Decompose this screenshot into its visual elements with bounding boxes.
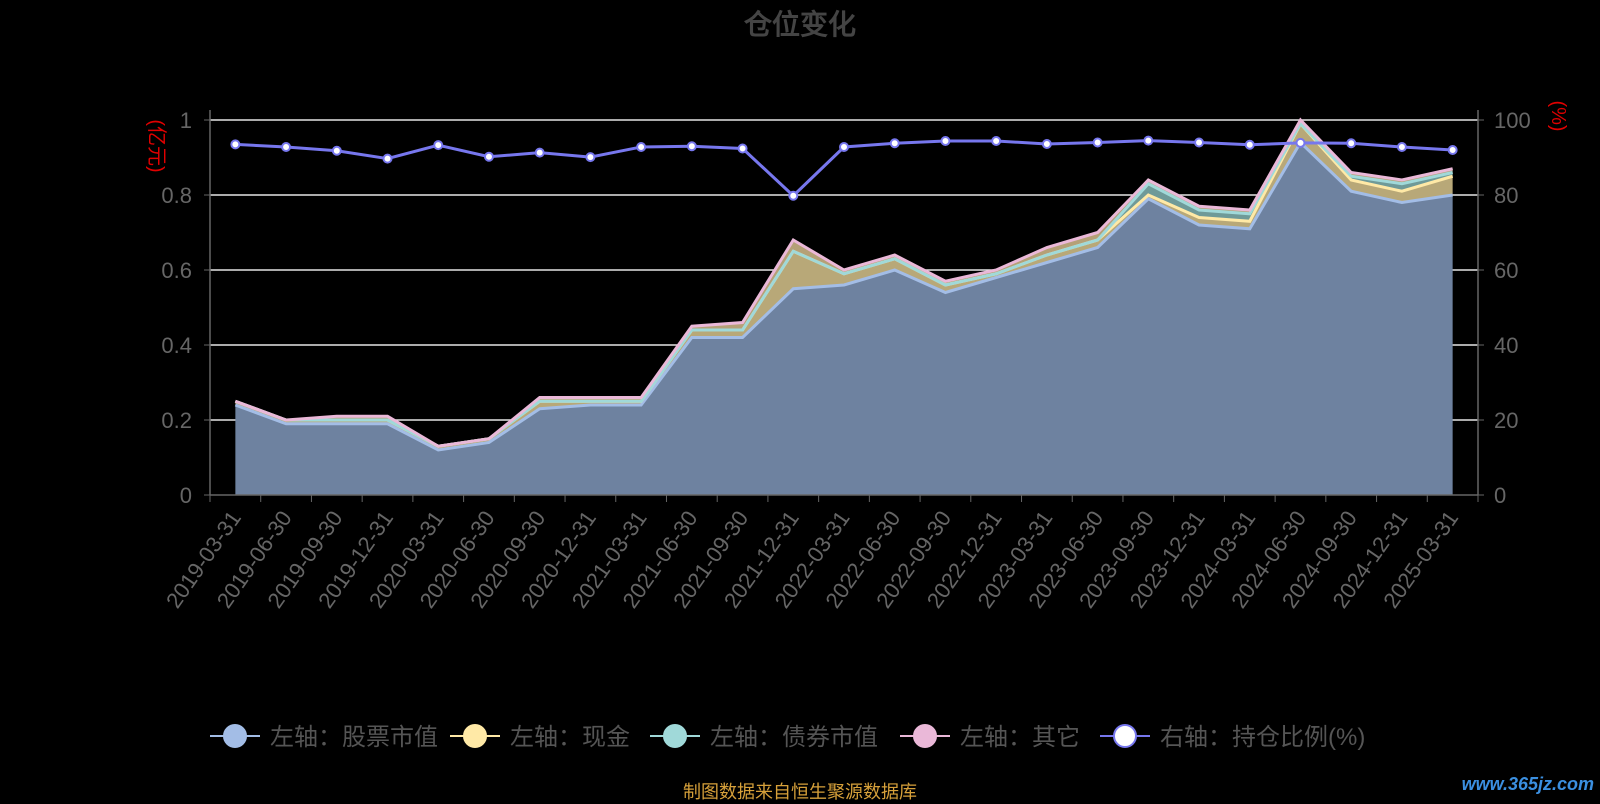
legend-item-3[interactable]: 左轴：债券市值 bbox=[650, 724, 878, 751]
area-1 bbox=[235, 142, 1453, 495]
ratio-point bbox=[281, 142, 292, 152]
right-y-tick-label: 40 bbox=[1494, 333, 1518, 358]
left-y-tick-label: 1 bbox=[180, 108, 192, 133]
axes bbox=[209, 110, 1479, 502]
legend-marker bbox=[663, 724, 687, 748]
legend-label: 左轴：债券市值 bbox=[710, 724, 878, 751]
right-y-tick-label: 0 bbox=[1494, 483, 1506, 508]
series-line-4 bbox=[234, 117, 1453, 448]
ratio-point bbox=[1194, 137, 1205, 148]
ratio-point bbox=[991, 136, 1002, 146]
right-y-tick-label: 60 bbox=[1494, 258, 1518, 283]
right-y-ticks: 0 20 40 60 80 100 bbox=[1478, 108, 1531, 508]
ratio-point bbox=[331, 145, 342, 156]
legend-label: 左轴：现金 bbox=[510, 724, 630, 751]
watermark: www.365jz.com bbox=[1461, 774, 1594, 794]
chart-title: 仓位变化 bbox=[744, 8, 856, 40]
ratio-line bbox=[230, 135, 1458, 201]
ratio-point bbox=[889, 138, 900, 149]
legend-label: 左轴：其它 bbox=[960, 724, 1080, 751]
ratio-point bbox=[1346, 138, 1357, 149]
series-lines bbox=[234, 117, 1454, 452]
ratio-point bbox=[483, 151, 494, 162]
ratio-point bbox=[1295, 137, 1306, 148]
legend-label: 右轴：持仓比例(%) bbox=[1160, 724, 1365, 751]
ratio-point bbox=[636, 142, 647, 152]
legend-item-1[interactable]: 左轴：股票市值 bbox=[210, 724, 438, 751]
legend-item-5[interactable]: 右轴：持仓比例(%) bbox=[1100, 724, 1365, 751]
ratio-point bbox=[940, 136, 951, 146]
legend-marker bbox=[913, 724, 937, 748]
legend[interactable]: 左轴：股票市值 左轴：现金 左轴：债券市值 左轴：其它 右轴：持仓比例(%) bbox=[210, 724, 1365, 751]
ratio-point bbox=[1396, 142, 1407, 152]
data-source-note: 制图数据来自恒生聚源数据库 bbox=[683, 782, 917, 802]
legend-item-2[interactable]: 左轴：现金 bbox=[450, 724, 630, 751]
ratio-point bbox=[1092, 137, 1103, 148]
ratio-point bbox=[382, 153, 393, 164]
series-line-1 bbox=[234, 140, 1453, 452]
right-axis-unit: (%) bbox=[1547, 100, 1569, 131]
legend-marker bbox=[463, 724, 487, 748]
ratio-point bbox=[1143, 135, 1154, 146]
ratio-point bbox=[1244, 139, 1255, 150]
ratio-point bbox=[433, 140, 444, 151]
right-y-tick-label: 100 bbox=[1494, 108, 1531, 133]
ratio-point bbox=[230, 139, 241, 150]
ratio-point bbox=[839, 142, 849, 152]
legend-marker bbox=[223, 724, 247, 748]
left-y-tick-label: 0 bbox=[180, 483, 192, 508]
left-axis-unit: (亿元) bbox=[145, 119, 168, 172]
right-y-tick-label: 80 bbox=[1494, 183, 1518, 208]
left-y-tick-label: 0.8 bbox=[161, 183, 192, 208]
left-y-tick-label: 0.4 bbox=[161, 333, 192, 358]
left-y-tick-label: 0.6 bbox=[161, 258, 192, 283]
legend-label: 左轴：股票市值 bbox=[270, 724, 438, 751]
x-ticks: 2019-03-312019-06-302019-09-302019-12-31… bbox=[161, 506, 1463, 613]
legend-marker bbox=[1113, 724, 1137, 748]
ratio-point bbox=[686, 141, 697, 152]
right-y-tick-label: 20 bbox=[1494, 408, 1518, 433]
ratio-point bbox=[788, 190, 799, 201]
legend-item-4[interactable]: 左轴：其它 bbox=[900, 724, 1080, 751]
ratio-point bbox=[1041, 139, 1052, 149]
ratio-point bbox=[1447, 145, 1458, 155]
ratio-point bbox=[585, 152, 596, 163]
ratio-point bbox=[534, 147, 545, 158]
left-y-tick-label: 0.2 bbox=[161, 408, 192, 433]
ratio-point bbox=[737, 143, 748, 154]
left-y-ticks: 0 0.2 0.4 0.6 0.8 1 bbox=[161, 108, 210, 508]
